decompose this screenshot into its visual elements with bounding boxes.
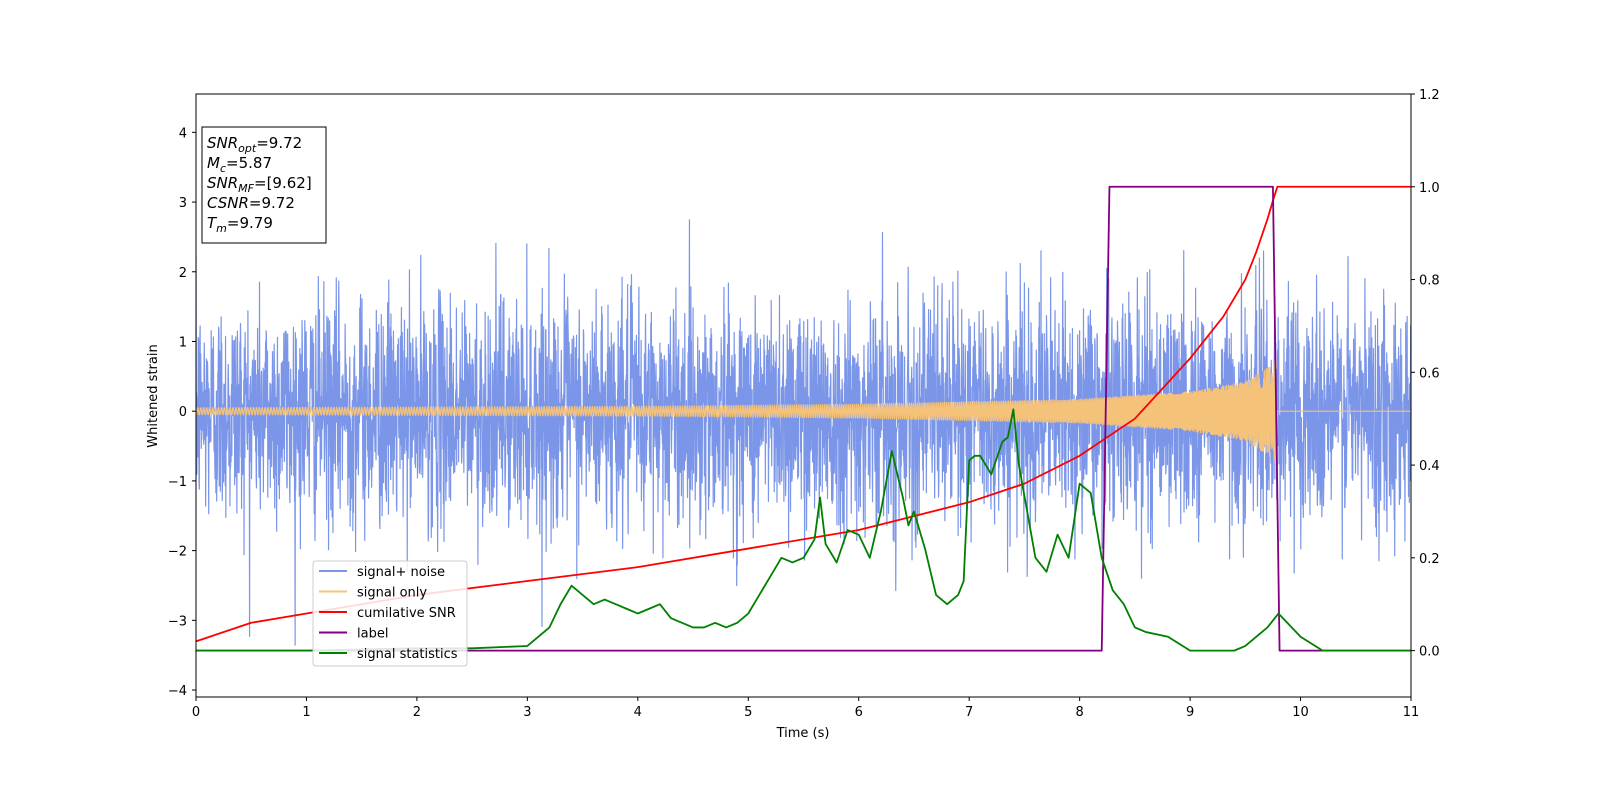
x-tick-label: 6 bbox=[855, 705, 863, 720]
annotation-line: SNRopt=9.72 bbox=[207, 134, 302, 155]
series-label bbox=[196, 185, 1411, 652]
left-y-tick-label: −3 bbox=[168, 614, 187, 629]
right-y-tick-label: 1.0 bbox=[1419, 181, 1440, 196]
right-y-tick-label: 0.8 bbox=[1419, 274, 1440, 289]
x-tick-label: 3 bbox=[523, 705, 531, 720]
left-y-tick-label: 1 bbox=[179, 335, 187, 350]
x-axis: 0 1 2 3 4 5 6 7 8 9 10 11 bbox=[192, 697, 1419, 720]
legend-label: signal statistics bbox=[357, 647, 458, 662]
x-axis-label: Time (s) bbox=[776, 726, 830, 741]
right-y-axis: 0.0 0.2 0.4 0.6 0.8 1.0 1.2 bbox=[1411, 88, 1440, 660]
series-signal-only bbox=[196, 358, 1411, 464]
x-tick-label: 9 bbox=[1186, 705, 1194, 720]
left-y-tick-label: −1 bbox=[168, 475, 187, 490]
annotation-line: Mc=5.87 bbox=[207, 154, 272, 175]
legend-label: cumilative SNR bbox=[357, 606, 456, 621]
legend-label: label bbox=[357, 627, 388, 642]
annotation-line: SNRMF=[9.62] bbox=[207, 174, 312, 195]
left-y-tick-label: 4 bbox=[179, 126, 187, 141]
left-y-tick-label: 3 bbox=[179, 196, 187, 211]
left-y-tick-label: 0 bbox=[179, 405, 187, 420]
legend-label: signal+ noise bbox=[357, 565, 445, 580]
series-signal-statistics bbox=[196, 408, 1411, 652]
left-y-tick-label: −4 bbox=[168, 684, 187, 699]
x-tick-label: 10 bbox=[1292, 705, 1309, 720]
legend-frame bbox=[312, 560, 468, 667]
right-y-tick-label: 0.6 bbox=[1419, 366, 1440, 381]
right-y-tick-label: 0.0 bbox=[1419, 645, 1440, 660]
left-y-axis: −4 −3 −2 −1 0 1 2 3 4 bbox=[168, 126, 196, 699]
annotation-line: Tm=9.79 bbox=[207, 214, 273, 235]
x-tick-label: 4 bbox=[634, 705, 642, 720]
x-tick-label: 1 bbox=[302, 705, 310, 720]
legend: signal+ noise signal only cumilative SNR la… bbox=[312, 560, 468, 667]
x-tick-label: 2 bbox=[413, 705, 421, 720]
right-y-tick-label: 0.2 bbox=[1419, 552, 1440, 567]
right-y-tick-label: 1.2 bbox=[1419, 88, 1440, 103]
x-tick-label: 8 bbox=[1075, 705, 1083, 720]
plot-frame bbox=[195, 93, 1412, 698]
annotation-frame bbox=[201, 126, 327, 244]
x-tick-label: 5 bbox=[744, 705, 752, 720]
left-y-tick-label: −2 bbox=[168, 545, 187, 560]
legend-label: signal only bbox=[357, 586, 427, 601]
annotation-line: CSNR=9.72 bbox=[207, 194, 295, 212]
y-axis-label: Whitened strain bbox=[146, 344, 161, 447]
left-y-tick-label: 2 bbox=[179, 266, 187, 281]
right-y-tick-label: 0.4 bbox=[1419, 459, 1440, 474]
x-tick-label: 11 bbox=[1403, 705, 1420, 720]
x-tick-label: 7 bbox=[965, 705, 973, 720]
x-tick-label: 0 bbox=[192, 705, 200, 720]
